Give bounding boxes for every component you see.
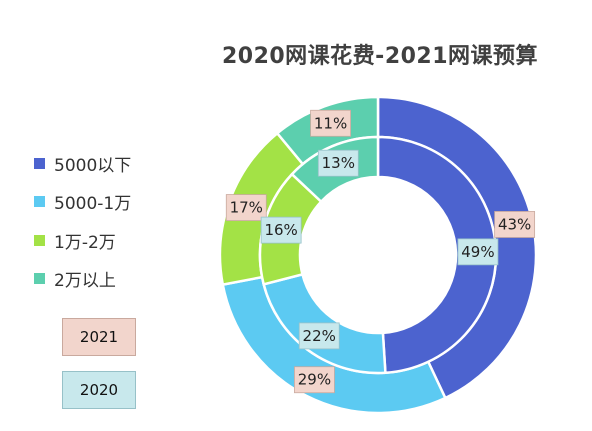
year-legend-2021: 2021 (62, 318, 136, 356)
inner-slice-under-5000 (376, 135, 498, 375)
inner-label-10000-20000: 16% (260, 216, 302, 244)
legend-label-10000-20000: 1万-2万 (54, 232, 116, 253)
legend-item-under-5000: 5000以下 (34, 144, 131, 183)
legend-swatch-5000-10000 (34, 196, 45, 208)
outer-label-5000-10000: 29% (294, 366, 335, 394)
legend-swatch-10000-20000 (34, 234, 45, 246)
outer-label-box-5000-10000 (294, 366, 335, 394)
inner-label-5000-10000: 22% (298, 322, 340, 350)
legend-label-under-5000: 5000以下 (54, 155, 132, 176)
inner-label-box-10000-20000 (260, 216, 302, 244)
inner-label-text-under-5000: 49% (461, 243, 494, 261)
inner-label-box-5000-10000 (298, 322, 340, 350)
outer-label-text-5000-10000: 29% (298, 371, 331, 389)
legend-label-5000-10000: 5000-1万 (54, 194, 132, 215)
outer-label-box-over-20000 (310, 109, 351, 137)
inner-label-box-under-5000 (457, 238, 499, 266)
inner-label-text-10000-20000: 16% (264, 221, 297, 239)
outer-label-over-20000: 11% (310, 109, 351, 137)
legend-swatch-over-20000 (34, 273, 45, 285)
outer-label-box-under-5000 (494, 211, 536, 238)
inner-label-text-over-20000: 13% (322, 154, 355, 172)
legend-swatch-under-5000 (34, 157, 45, 169)
inner-label-box-over-20000 (317, 149, 359, 177)
category-legend: 5000以下 5000-1万 1万-2万 2万以上 (34, 144, 131, 298)
inner-label-over-20000: 13% (317, 149, 359, 177)
legend-item-5000-10000: 5000-1万 (34, 183, 131, 222)
legend-item-over-20000: 2万以上 (34, 260, 131, 299)
legend-label-over-20000: 2万以上 (54, 271, 116, 292)
outer-label-text-under-5000: 43% (498, 215, 531, 233)
legend-item-10000-20000: 1万-2万 (34, 221, 131, 260)
outer-label-under-5000: 43% (494, 211, 536, 238)
outer-label-box-10000-20000 (225, 194, 267, 221)
inner-label-under-5000: 49% (457, 238, 499, 266)
outer-label-text-10000-20000: 17% (230, 199, 263, 217)
inner-label-text-5000-10000: 22% (303, 327, 336, 345)
chart-title: 2020网课花费-2021网课预算 (221, 44, 539, 69)
outer-label-10000-20000: 17% (225, 194, 267, 221)
percentage-labels: 43% 29% 17% 11% 49% 22% 16% 13% (225, 109, 536, 394)
outer-label-text-over-20000: 11% (314, 114, 347, 132)
year-legend-2020: 2020 (62, 371, 136, 409)
